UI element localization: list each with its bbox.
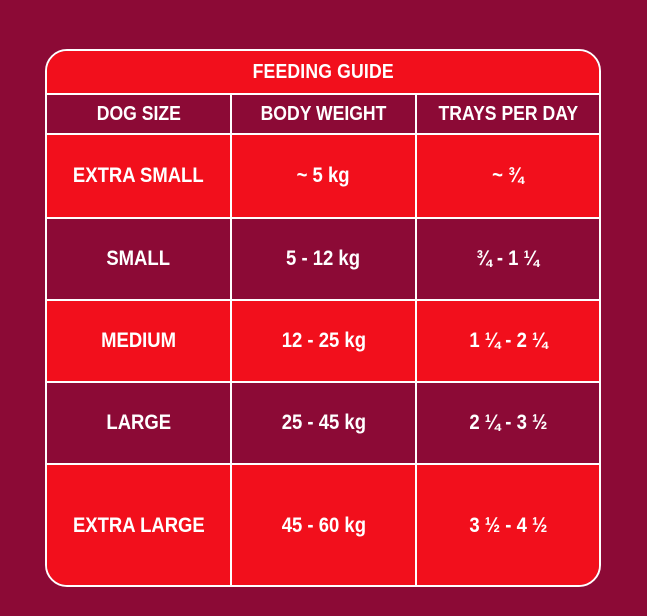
table-row: EXTRA SMALL ~ 5 kg ~ ¾ [47, 135, 599, 219]
table-title-bar: FEEDING GUIDE [47, 51, 599, 95]
dog-size-cell: SMALL [47, 219, 232, 299]
table-row: MEDIUM 12 - 25 kg 1 ¼ - 2 ¼ [47, 301, 599, 383]
dog-size-cell: EXTRA LARGE [47, 465, 232, 585]
header-trays-per-day: TRAYS PER DAY [438, 102, 578, 125]
trays-per-day-cell: 1 ¼ - 2 ¼ [468, 329, 548, 352]
header-dog-size: DOG SIZE [47, 95, 232, 133]
header-body-weight: BODY WEIGHT [232, 95, 417, 133]
table-title: FEEDING GUIDE [252, 60, 394, 83]
trays-per-day-cell: ¾ - 1 ¼ [476, 247, 540, 270]
feeding-table-grid: DOG SIZE BODY WEIGHT TRAYS PER DAY EXTRA… [47, 95, 599, 585]
feeding-guide-table: FEEDING GUIDE DOG SIZE BODY WEIGHT TRAYS… [45, 49, 601, 587]
dog-size-cell: MEDIUM [47, 301, 232, 381]
trays-per-day-cell: ~ ¾ [492, 164, 524, 187]
trays-per-day-cell: 3 ½ - 4 ½ [468, 514, 548, 537]
dog-size-cell: LARGE [47, 383, 232, 463]
table-row: LARGE 25 - 45 kg 2 ¼ - 3 ½ [47, 383, 599, 465]
body-weight-cell: 25 - 45 kg [232, 383, 417, 463]
body-weight-cell: 45 - 60 kg [232, 465, 417, 585]
header-row: DOG SIZE BODY WEIGHT TRAYS PER DAY [47, 95, 599, 135]
trays-per-day-cell: 2 ¼ - 3 ½ [468, 411, 548, 434]
table-row: SMALL 5 - 12 kg ¾ - 1 ¼ [47, 219, 599, 301]
table-row: EXTRA LARGE 45 - 60 kg 3 ½ - 4 ½ [47, 465, 599, 585]
dog-size-cell: EXTRA SMALL [47, 135, 232, 217]
body-weight-cell: 12 - 25 kg [232, 301, 417, 381]
body-weight-cell: 5 - 12 kg [232, 219, 417, 299]
body-weight-cell: ~ 5 kg [232, 135, 417, 217]
